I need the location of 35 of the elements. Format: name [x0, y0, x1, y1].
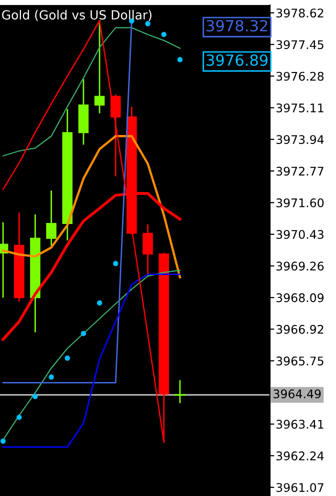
point [64, 356, 70, 361]
candlestick [46, 190, 56, 246]
y-tick-label: 3969.26 [276, 262, 324, 271]
point [96, 300, 102, 306]
point [161, 32, 166, 38]
line-series [2, 27, 180, 156]
y-tick-label: 3973.94 [276, 135, 324, 144]
y-tick-label: 3963.41 [276, 420, 324, 429]
y-tick-label: 3965.75 [276, 356, 324, 366]
point [32, 394, 38, 400]
ref-line-label: 3964.49 [274, 389, 321, 398]
y-tick-label: 3968.09 [276, 293, 324, 302]
point [177, 57, 183, 62]
y-tick-label: 3975.11 [276, 103, 324, 112]
y-tick-label: 3977.45 [276, 40, 324, 50]
candlestick [142, 224, 153, 276]
y-tick-label: 3972.77 [276, 166, 324, 176]
y-tick-label: 3976.28 [276, 72, 324, 81]
point [0, 438, 6, 444]
point [80, 330, 86, 336]
point [48, 374, 54, 380]
y-tick-label: 3971.60 [276, 198, 324, 208]
candlestick [174, 380, 186, 404]
y-tick-label: 3978.62 [276, 8, 324, 18]
chart-title: Gold (Gold vs US Dollar) [2, 10, 152, 22]
y-tick-label: 3962.24 [276, 451, 324, 460]
y-tick-label: 3966.92 [276, 324, 324, 334]
point [145, 21, 150, 26]
y-tick-label: 3961.07 [276, 483, 324, 492]
point [16, 414, 22, 420]
line-series [2, 135, 182, 278]
point [113, 260, 118, 266]
text: 3976.89 [206, 54, 268, 66]
y-tick-label: 3970.43 [276, 230, 324, 239]
text: 3978.32 [206, 20, 268, 32]
